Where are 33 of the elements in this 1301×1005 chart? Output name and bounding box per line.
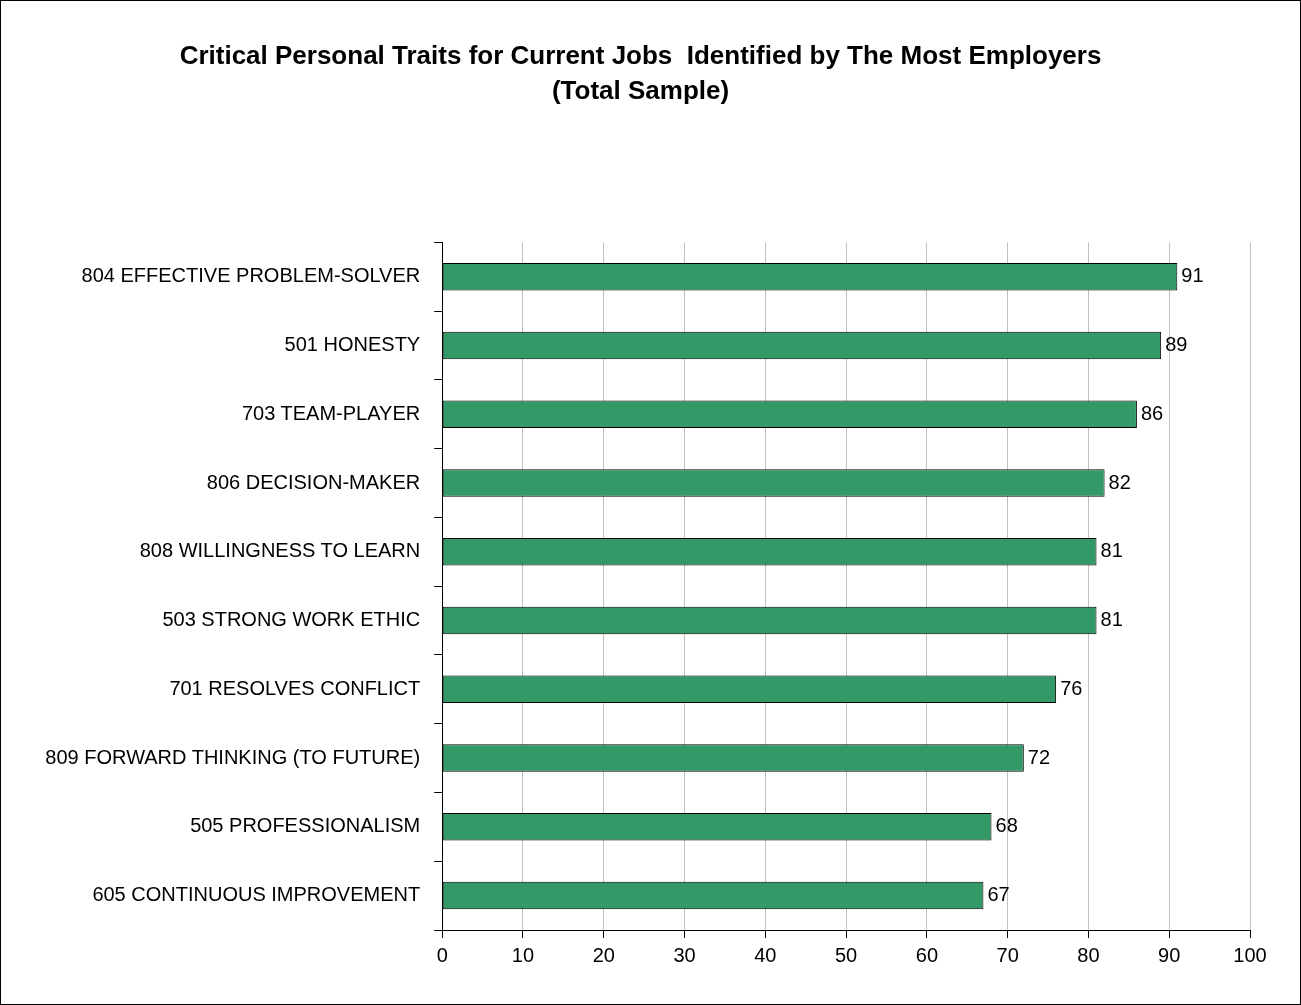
x-tick-label: 50 <box>834 943 858 966</box>
data-label: 67 <box>987 883 1010 906</box>
data-label: 89 <box>1165 333 1188 356</box>
y-tick-label: 806 DECISION-MAKER <box>206 470 421 493</box>
y-tick-label: 809 FORWARD THINKING (TO FUTURE) <box>45 745 421 768</box>
data-label: 81 <box>1100 608 1123 631</box>
x-tick-label: 70 <box>996 943 1019 966</box>
x-tick-label: 20 <box>592 943 615 966</box>
y-tick-label: 701 RESOLVES CONFLICT <box>169 676 421 699</box>
x-tick-label: 90 <box>1158 943 1181 966</box>
y-tick-label: 804 EFFECTIVE PROBLEM-SOLVER <box>81 264 421 287</box>
x-tick-label: 30 <box>673 943 696 966</box>
y-tick-label: 501 HONESTY <box>284 333 421 356</box>
x-tick-label: 0 <box>436 943 448 966</box>
data-label: 68 <box>995 814 1018 837</box>
y-tick-label: 505 PROFESSIONALISM <box>190 814 421 837</box>
y-tick-label: 808 WILLINGNESS TO LEARN <box>139 539 421 562</box>
y-tick-label: 503 STRONG WORK ETHIC <box>162 608 421 631</box>
data-label: 76 <box>1060 676 1083 699</box>
data-label: 72 <box>1027 745 1051 768</box>
x-tick-label: 10 <box>511 943 535 966</box>
y-tick-label: 605 CONTINUOUS IMPROVEMENT <box>92 883 421 906</box>
x-tick-label: 40 <box>754 943 777 966</box>
data-label: 86 <box>1140 401 1164 424</box>
chart-title: Critical Personal Traits for Current Jobs Identified by The Most Employers <box>179 39 1102 70</box>
y-tick-label: 703 TEAM-PLAYER <box>241 401 421 424</box>
x-tick-label: 60 <box>915 943 939 966</box>
x-tick-label: 100 <box>1233 943 1267 966</box>
chart-subtitle: (Total Sample) <box>551 74 730 105</box>
data-label: 82 <box>1108 470 1131 493</box>
x-tick-label: 80 <box>1077 943 1100 966</box>
data-label: 91 <box>1181 264 1204 287</box>
data-label: 81 <box>1100 539 1123 562</box>
